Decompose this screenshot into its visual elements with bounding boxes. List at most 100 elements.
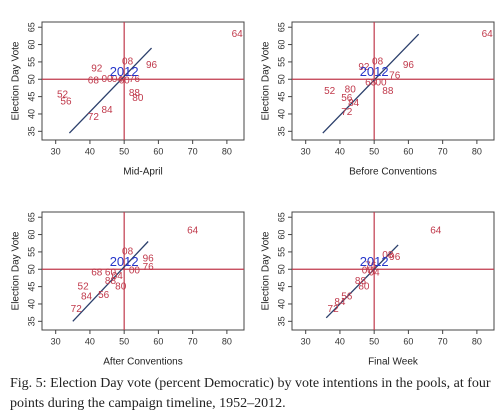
y-tick-label: 50 bbox=[276, 264, 286, 274]
y-tick-label: 35 bbox=[26, 316, 36, 326]
fit-line bbox=[322, 33, 420, 134]
highlight-label: 2012 bbox=[110, 254, 139, 269]
x-tick-label: 70 bbox=[188, 336, 198, 346]
y-tick-label: 65 bbox=[276, 212, 286, 222]
point-label: 08 bbox=[372, 57, 384, 68]
x-tick-label: 80 bbox=[222, 336, 232, 346]
point-label: 88 bbox=[355, 276, 367, 287]
x-tick-label: 30 bbox=[301, 146, 311, 156]
point-label: 84 bbox=[348, 98, 360, 109]
x-tick-label: 50 bbox=[119, 336, 129, 346]
point-label: 08 bbox=[122, 247, 134, 258]
x-tick-label: 70 bbox=[438, 146, 448, 156]
x-tick-label: 40 bbox=[335, 146, 345, 156]
point-label: 92 bbox=[91, 63, 103, 74]
point-label: 88 bbox=[129, 88, 141, 99]
fit-line bbox=[68, 47, 153, 134]
point-label: 84 bbox=[334, 297, 346, 308]
point-label: 08 bbox=[122, 57, 134, 68]
highlight-label: 2012 bbox=[110, 64, 139, 79]
x-tick-label: 30 bbox=[51, 146, 61, 156]
point-label: 60 bbox=[119, 76, 131, 87]
x-axis-label: After Conventions bbox=[103, 357, 183, 368]
x-axis-label: Before Conventions bbox=[349, 167, 437, 178]
x-tick-label: 60 bbox=[153, 336, 163, 346]
point-label: 96 bbox=[403, 60, 415, 71]
x-tick-label: 60 bbox=[153, 146, 163, 156]
plot-frame bbox=[291, 21, 495, 141]
point-label: 96 bbox=[143, 253, 155, 264]
x-tick-label: 70 bbox=[188, 146, 198, 156]
point-label: 80 bbox=[115, 281, 127, 292]
point-label: 72 bbox=[341, 107, 353, 118]
y-tick-label: 35 bbox=[276, 316, 286, 326]
point-label: 56 bbox=[98, 290, 110, 301]
y-tick-label: 45 bbox=[276, 282, 286, 292]
point-label: 00 bbox=[375, 77, 387, 88]
y-tick-label: 55 bbox=[26, 57, 36, 67]
point-label: 04 bbox=[112, 74, 124, 85]
y-tick-label: 45 bbox=[276, 92, 286, 102]
plot-frame bbox=[41, 211, 245, 331]
x-tick-label: 50 bbox=[369, 146, 379, 156]
y-tick-label: 65 bbox=[26, 22, 36, 32]
point-label: 08 bbox=[382, 250, 394, 261]
point-label: 96 bbox=[389, 252, 401, 263]
y-tick-label: 35 bbox=[26, 126, 36, 136]
point-label: 56 bbox=[60, 96, 72, 107]
y-axis-label: Election Day Vote bbox=[11, 41, 22, 120]
point-label: 52 bbox=[78, 281, 90, 292]
y-tick-label: 50 bbox=[26, 264, 36, 274]
fit-line bbox=[72, 241, 149, 322]
y-axis-label: Election Day Vote bbox=[261, 231, 272, 310]
point-label: 00 bbox=[129, 266, 141, 277]
y-tick-label: 40 bbox=[26, 109, 36, 119]
point-label: 88 bbox=[105, 276, 117, 287]
point-label: 00 bbox=[362, 266, 374, 277]
y-tick-label: 50 bbox=[26, 74, 36, 84]
point-label: 76 bbox=[129, 74, 141, 85]
x-tick-label: 80 bbox=[472, 146, 482, 156]
point-label: 80 bbox=[132, 93, 144, 104]
y-tick-label: 60 bbox=[276, 40, 286, 50]
point-label: 92 bbox=[358, 62, 370, 73]
point-label: 80 bbox=[358, 281, 370, 292]
point-label: 04 bbox=[112, 271, 124, 282]
x-tick-label: 60 bbox=[403, 336, 413, 346]
point-label: 56 bbox=[341, 93, 353, 104]
y-tick-label: 50 bbox=[276, 74, 286, 84]
point-label: 56 bbox=[341, 292, 353, 303]
y-tick-label: 45 bbox=[26, 92, 36, 102]
y-tick-label: 60 bbox=[276, 230, 286, 240]
point-label: 68 bbox=[91, 267, 103, 278]
point-label: 52 bbox=[324, 86, 336, 97]
point-label: 68 bbox=[88, 76, 100, 87]
x-axis-label: Final Week bbox=[368, 357, 419, 368]
point-label: 52 bbox=[57, 90, 69, 101]
x-tick-label: 30 bbox=[51, 336, 61, 346]
point-label: 00 bbox=[101, 74, 113, 85]
x-tick-label: 80 bbox=[222, 146, 232, 156]
y-tick-label: 65 bbox=[276, 22, 286, 32]
point-label: 04 bbox=[369, 267, 381, 278]
y-tick-label: 55 bbox=[276, 57, 286, 67]
point-label: 64 bbox=[232, 29, 244, 40]
point-label: 72 bbox=[71, 304, 83, 315]
caption: Fig. 5: Election Day vote (percent Democ… bbox=[10, 376, 491, 411]
point-label: 80 bbox=[345, 84, 357, 95]
x-tick-label: 50 bbox=[369, 336, 379, 346]
y-tick-label: 40 bbox=[26, 299, 36, 309]
point-label: 88 bbox=[382, 86, 394, 97]
y-tick-label: 45 bbox=[26, 282, 36, 292]
y-tick-label: 65 bbox=[26, 212, 36, 222]
point-label: 64 bbox=[482, 29, 494, 40]
y-tick-label: 60 bbox=[26, 40, 36, 50]
x-tick-label: 40 bbox=[335, 336, 345, 346]
x-axis-label: Mid-April bbox=[123, 167, 162, 178]
x-tick-label: 60 bbox=[403, 146, 413, 156]
point-label: 64 bbox=[187, 226, 199, 237]
plot-frame bbox=[291, 211, 495, 331]
x-tick-label: 80 bbox=[472, 336, 482, 346]
